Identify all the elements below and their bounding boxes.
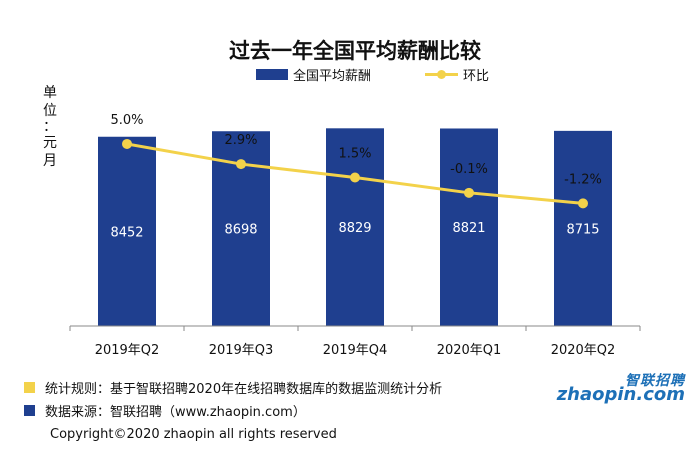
x-tick-label: 2019年Q4 (323, 343, 388, 358)
zhaopin-logo: 智联招聘 zhaopin.com (557, 370, 685, 408)
bar-value-label: 8821 (452, 221, 485, 236)
x-tick-label: 2020年Q2 (551, 343, 616, 358)
line-value-label: -0.1% (450, 162, 488, 177)
source-marker-icon (24, 405, 35, 416)
line-point (350, 172, 360, 183)
x-tick-label: 2019年Q2 (95, 343, 160, 358)
line-point (578, 198, 588, 209)
bar-4 (554, 130, 612, 326)
legend-item-line: 环比 (425, 69, 489, 84)
bar-0 (98, 136, 156, 326)
line-value-label: 2.9% (224, 133, 257, 148)
note-rule: 统计规则：基于智联招聘2020年在线招聘数据库的数据监测统计分析 (24, 378, 442, 397)
line-value-label: 1.5% (338, 146, 371, 161)
legend-marker-line (437, 70, 446, 79)
line-point (464, 187, 474, 198)
bar-value-label: 8829 (338, 221, 371, 236)
bar-value-label: 8715 (566, 222, 599, 237)
copyright: Copyright©2020 zhaopin all rights reserv… (50, 427, 337, 442)
line-value-label: 5.0% (110, 113, 143, 128)
bar-value-label: 8452 (110, 225, 143, 240)
note-source: 数据来源：智联招聘（www.zhaopin.com） (24, 401, 306, 420)
y-axis-label: 单位：元月 (43, 85, 57, 169)
legend-label-bar: 全国平均薪酬 (293, 68, 371, 84)
legend-swatch-bar (256, 69, 288, 80)
line-point (236, 159, 246, 170)
rule-marker-icon (24, 382, 35, 393)
bar-value-label: 8698 (224, 223, 257, 238)
x-tick-label: 2020年Q1 (437, 343, 502, 358)
note-source-text: 数据来源：智联招聘（www.zhaopin.com） (45, 405, 306, 420)
legend-label-line: 环比 (463, 69, 489, 84)
legend-item-bar: 全国平均薪酬 (256, 68, 371, 84)
logo-cn: 智联招聘 (625, 373, 685, 389)
note-rule-text: 统计规则：基于智联招聘2020年在线招聘数据库的数据监测统计分析 (45, 382, 443, 397)
chart-title: 过去一年全国平均薪酬比较 (229, 39, 481, 63)
line-point (122, 138, 132, 149)
line-value-label: -1.2% (564, 172, 602, 187)
legend: 全国平均薪酬 环比 (256, 68, 489, 84)
x-tick-label: 2019年Q3 (209, 343, 274, 358)
logo-en: zhaopin.com (556, 384, 685, 405)
bar-3 (440, 128, 498, 326)
bar-2 (326, 128, 384, 326)
